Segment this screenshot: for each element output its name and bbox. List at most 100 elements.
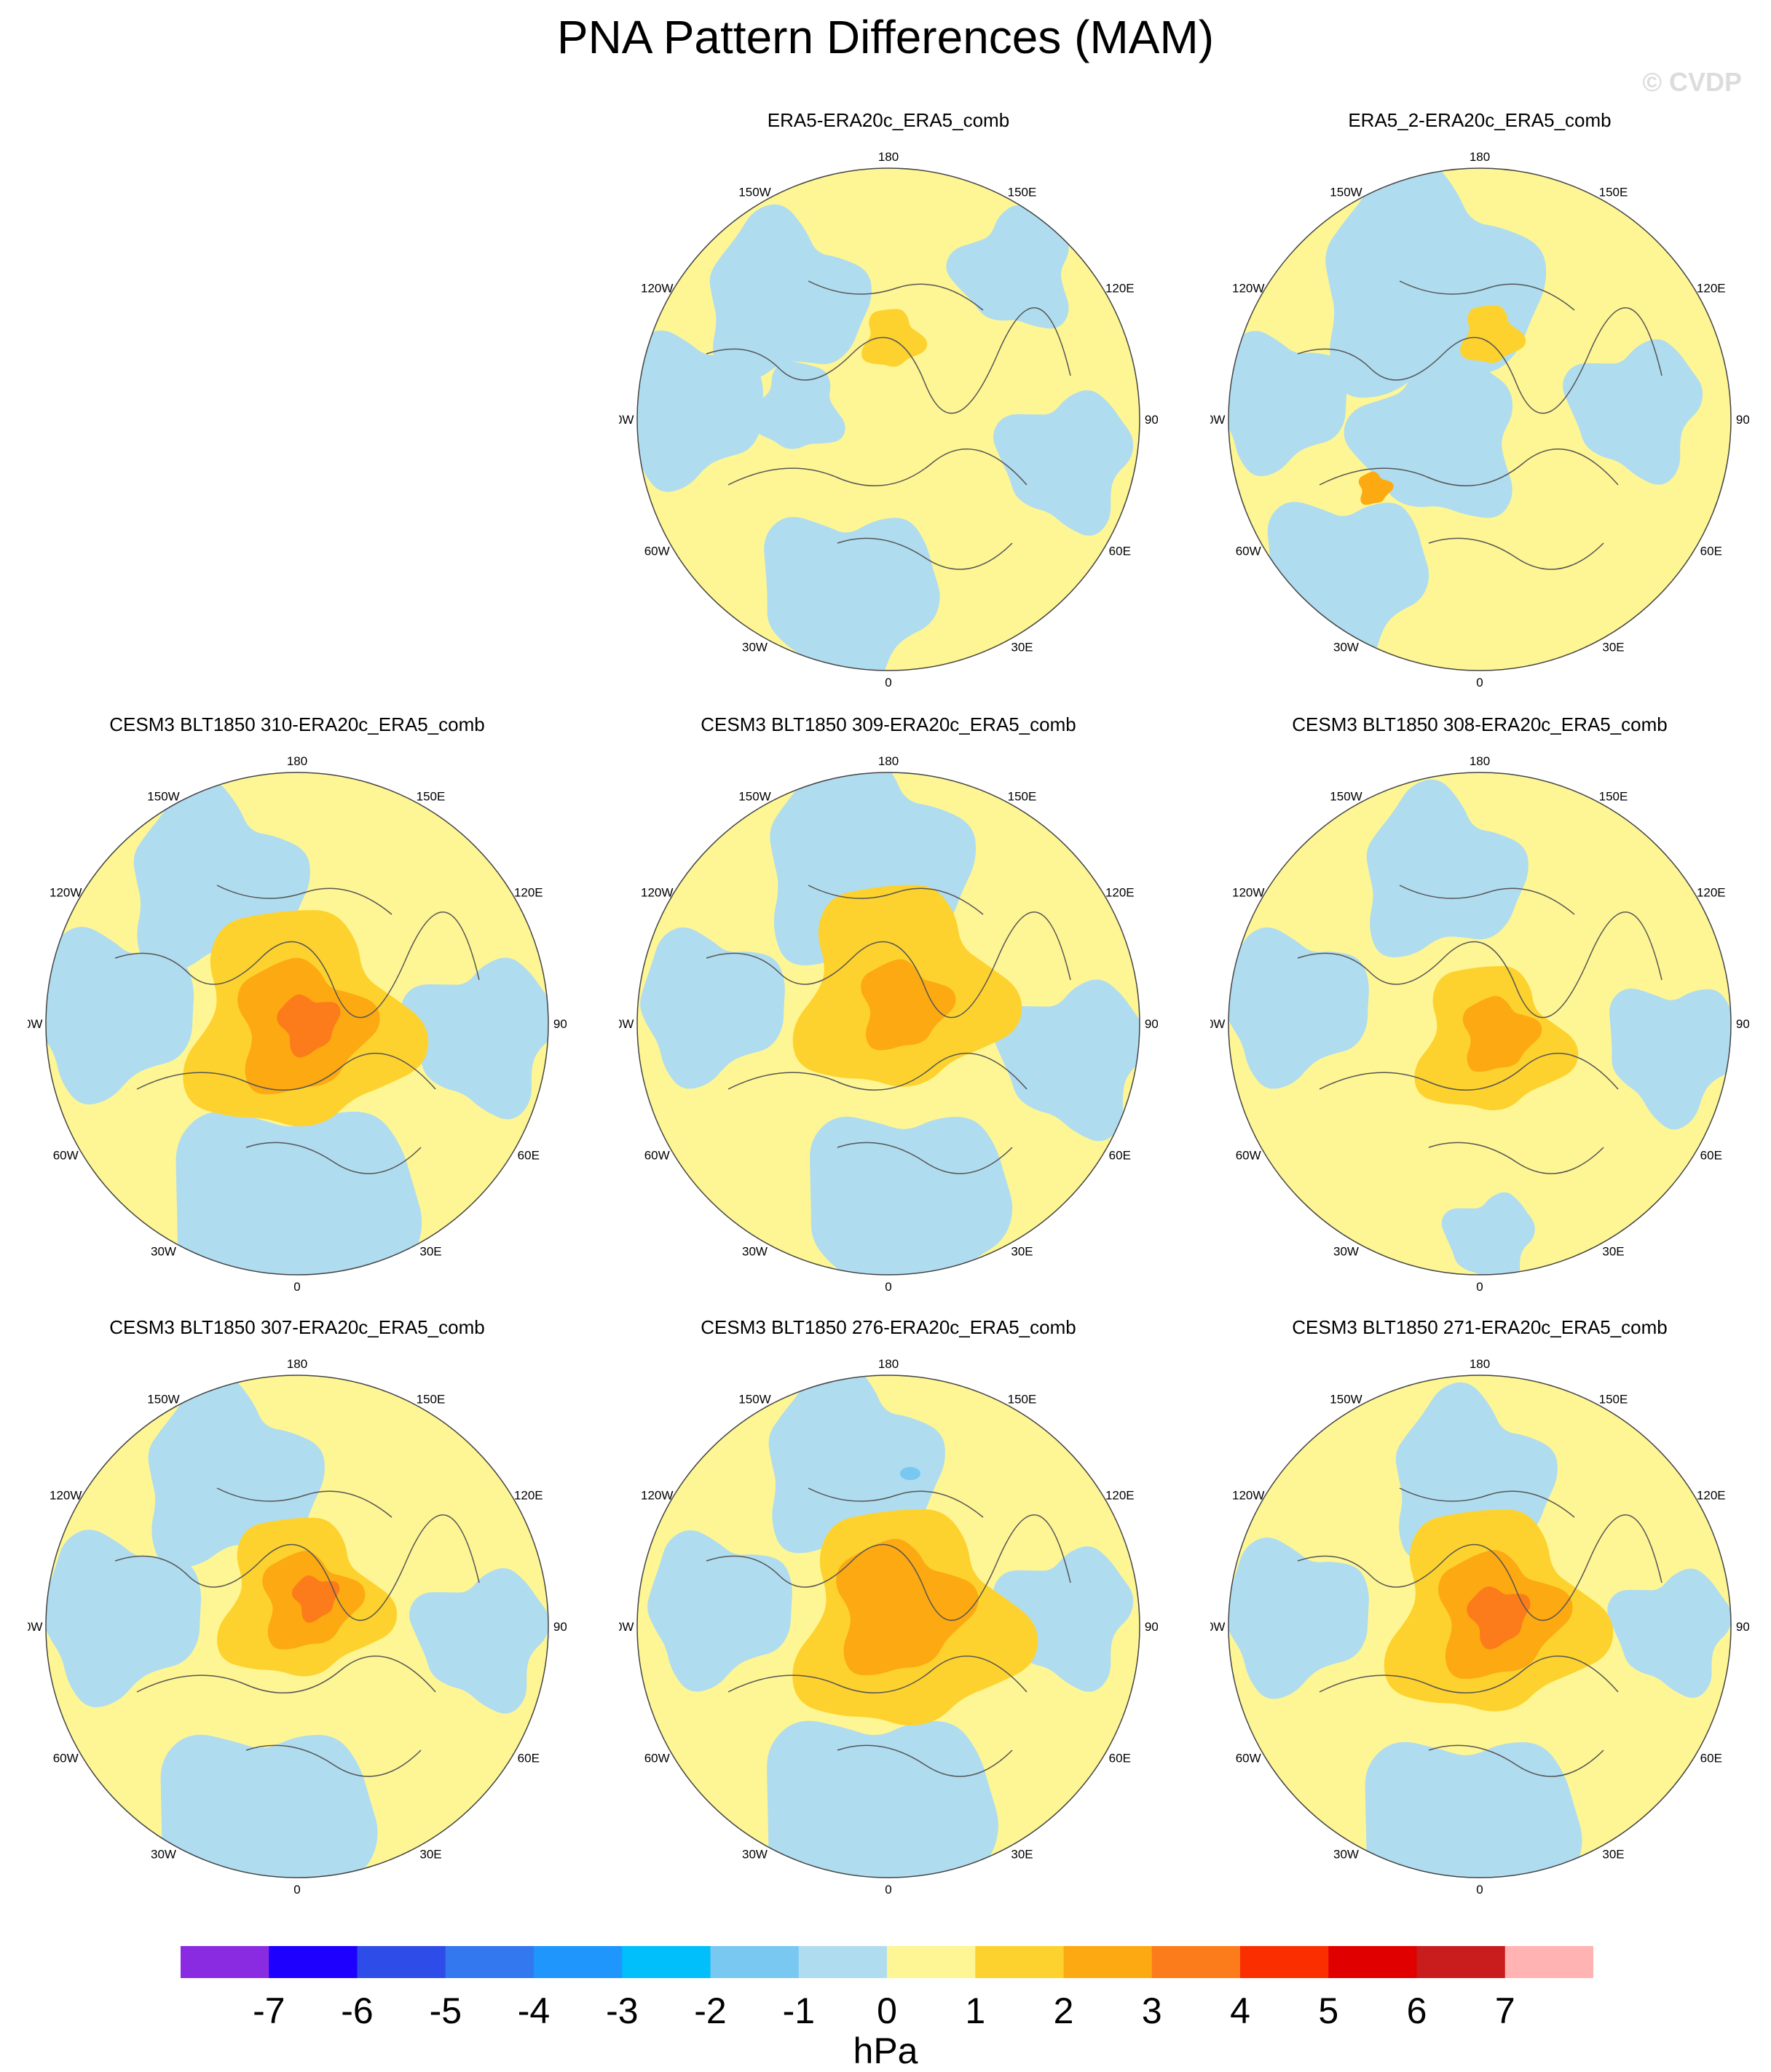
longitude-label: 60W (53, 1752, 79, 1765)
longitude-label: 150E (1008, 1392, 1037, 1406)
coastlines (1297, 885, 1662, 1174)
contour-negative-region (993, 390, 1134, 536)
longitude-label: 30W (151, 1245, 176, 1259)
longitude-label: 0 (885, 1883, 891, 1896)
map-boundary (636, 1375, 1140, 1878)
panel-title: ERA5-ERA20c_ERA5_comb (767, 109, 1010, 131)
longitude-label: 120E (1697, 886, 1726, 900)
coastlines (114, 885, 480, 1174)
longitude-label: 120E (1105, 1489, 1135, 1503)
contour-negative-region (409, 1567, 548, 1714)
longitude-label: 60E (1700, 1149, 1722, 1163)
colorbar-tick-label: -3 (606, 1990, 638, 2031)
colorbar-units-label: hPa (853, 2031, 918, 2071)
contour-negative-region (647, 1530, 792, 1692)
longitude-label: 90E (1145, 1620, 1158, 1634)
map-panel: CESM3 BLT1850 310-ERA20c_ERA5_comb 180 150… (28, 713, 567, 1296)
contour-negative-region (1607, 1568, 1731, 1699)
map-boundary (636, 167, 1140, 671)
colorbar-swatch (1063, 1946, 1153, 1978)
longitude-label: 60E (1700, 1752, 1722, 1765)
contour-positive-region (1462, 996, 1542, 1072)
longitude-label: 30E (419, 1245, 441, 1259)
longitude-label: 150W (1330, 789, 1362, 803)
polar-map: 180 150E 120E 90E 60E 30E 0 30W 60W 90W 120W 150W (1210, 754, 1749, 1293)
longitude-label: 60E (1109, 545, 1131, 558)
longitude-label: 150E (1008, 185, 1037, 199)
longitude-label: 180 (878, 754, 899, 768)
colorbar-swatch (269, 1946, 358, 1978)
polar-map: 180 150E 120E 90E 60E 30E 0 30W 60W 90W 120W 150W (619, 1357, 1158, 1896)
contour-negative-region (1441, 1192, 1535, 1275)
colorbar-swatch (1328, 1946, 1417, 1978)
longitude-label: 150E (1599, 789, 1628, 803)
longitude-label: 150W (147, 789, 179, 803)
longitude-label: 180 (878, 1357, 899, 1371)
longitude-label: 120E (1105, 282, 1135, 296)
contour-positive-region (1460, 305, 1526, 363)
longitude-label: 90E (1736, 413, 1749, 427)
map-panel: CESM3 BLT1850 307-ERA20c_ERA5_comb 180 150… (28, 1316, 567, 1899)
longitude-label: 150W (1330, 185, 1362, 199)
map-boundary (45, 1375, 549, 1878)
colorbar-tick-label: 7 (1495, 1990, 1515, 2031)
polar-map: 180 150E 120E 90E 60E 30E 0 30W 60W 90W 120W 150W (28, 1357, 567, 1896)
contour-negative-region (768, 1375, 945, 1554)
longitude-label: 30W (1333, 641, 1359, 655)
longitude-label: 150E (417, 1392, 446, 1406)
longitude-label: 0 (1476, 676, 1483, 689)
panel-title: CESM3 BLT1850 307-ERA20c_ERA5_comb (109, 1316, 485, 1338)
longitude-label: 90W (28, 1017, 42, 1031)
contour-negative-region (640, 927, 785, 1089)
longitude-label: 90W (1210, 413, 1225, 427)
colorbar-swatch (357, 1946, 446, 1978)
polar-map: 180 150E 120E 90E 60E 30E 0 30W 60W 90W 120W 150W (619, 150, 1158, 689)
contour-positive-region (291, 1575, 340, 1623)
longitude-label: 150W (738, 789, 770, 803)
longitude-label: 30E (1602, 1245, 1624, 1259)
coastlines (706, 885, 1071, 1174)
longitude-label: 30W (151, 1848, 176, 1862)
colorbar-swatch (445, 1946, 535, 1978)
panel-title: CESM3 BLT1850 309-ERA20c_ERA5_comb (701, 713, 1076, 735)
colorbar-tick-label: 3 (1142, 1990, 1162, 2031)
colorbar: -7 -6 -5 -4 -3 -2 -1 0 1 2 3 4 5 6 7 (181, 1946, 1593, 2031)
contour-negative-region (401, 957, 548, 1120)
colorbar-tick-label: 2 (1054, 1990, 1074, 2031)
colorbar-swatch (1504, 1946, 1593, 1978)
longitude-label: 180 (287, 1357, 307, 1371)
longitude-label: 0 (293, 1883, 300, 1896)
contour-negative-region (1563, 339, 1703, 485)
colorbar-tick-label: 0 (877, 1990, 897, 2031)
colorbar-swatch (622, 1946, 711, 1978)
colorbar-swatch (534, 1946, 623, 1978)
panel-title: CESM3 BLT1850 310-ERA20c_ERA5_comb (109, 713, 485, 735)
contour-negative-2-region (900, 1467, 920, 1480)
panel-title: ERA5_2-ERA20c_ERA5_comb (1348, 109, 1612, 131)
longitude-label: 30E (1602, 641, 1624, 655)
colorbar-swatch (887, 1946, 976, 1978)
longitude-label: 90E (553, 1620, 567, 1634)
longitude-label: 120E (514, 1489, 543, 1503)
longitude-label: 150E (1599, 185, 1628, 199)
coastlines (706, 1487, 1071, 1777)
longitude-label: 0 (885, 1280, 891, 1293)
colorbar-tick-label: -2 (694, 1990, 726, 2031)
longitude-label: 60W (1236, 1752, 1261, 1765)
longitude-label: 90E (1145, 1017, 1158, 1031)
longitude-label: 90E (553, 1017, 567, 1031)
longitude-label: 30E (1011, 1245, 1033, 1259)
contour-negative-region (1228, 331, 1347, 477)
contour-negative-region (1228, 1537, 1369, 1699)
longitude-label: 180 (287, 754, 307, 768)
longitude-label: 30W (742, 1245, 768, 1259)
longitude-label: 90E (1736, 1017, 1749, 1031)
contour-negative-region (1228, 927, 1369, 1089)
panel-title: CESM3 BLT1850 276-ERA20c_ERA5_comb (701, 1316, 1076, 1338)
map-panel: ERA5_2-ERA20c_ERA5_comb 180 150E 120E 90E 60E… (1210, 109, 1749, 692)
panel-title: CESM3 BLT1850 308-ERA20c_ERA5_comb (1292, 713, 1668, 735)
longitude-label: 150E (1599, 1392, 1628, 1406)
colorbar-tick-label: -1 (783, 1990, 815, 2031)
longitude-label: 120E (1697, 1489, 1726, 1503)
contour-negative-region (148, 1375, 325, 1568)
